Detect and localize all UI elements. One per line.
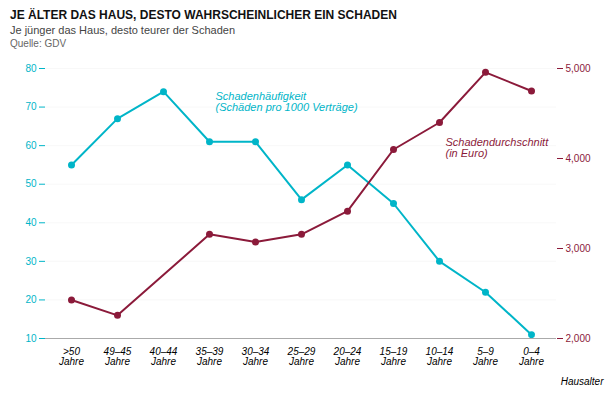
html-text:Quelle: GDV: Quelle: GDV xyxy=(10,38,67,49)
svg-text:3,000: 3,000 xyxy=(566,243,591,254)
svg-text:40: 40 xyxy=(25,217,37,228)
svg-text:4,000: 4,000 xyxy=(566,153,591,164)
svg-text:10–14Jahre: 10–14Jahre xyxy=(426,346,454,367)
html-text:JE ÄLTER DAS HAUS, DESTO WAHRS: JE ÄLTER DAS HAUS, DESTO WAHRSCHEINLICHE… xyxy=(10,8,397,22)
svg-text:30–34Jahre: 30–34Jahre xyxy=(242,346,270,367)
svg-text:60: 60 xyxy=(25,140,37,151)
svg-text:5–9Jahre: 5–9Jahre xyxy=(472,346,498,367)
svg-text:Schadenhäufigkeit(Schäden pro: Schadenhäufigkeit(Schäden pro 1000 Vertr… xyxy=(216,90,358,113)
svg-text:15–19Jahre: 15–19Jahre xyxy=(380,346,408,367)
svg-text:30: 30 xyxy=(25,256,37,267)
svg-text:Schadendurchschnitt(in Euro): Schadendurchschnitt(in Euro) xyxy=(446,136,550,159)
svg-text:Hausalter: Hausalter xyxy=(561,376,604,387)
svg-text:20: 20 xyxy=(25,294,37,305)
svg-text:>50Jahre: >50Jahre xyxy=(58,346,84,367)
svg-text:2,000: 2,000 xyxy=(566,333,591,344)
svg-text:50: 50 xyxy=(25,178,37,189)
html-text:Je jünger das Haus, desto teur: Je jünger das Haus, desto teurer der Sch… xyxy=(10,24,235,36)
svg-text:35–39Jahre: 35–39Jahre xyxy=(196,346,224,367)
svg-text:80: 80 xyxy=(25,63,37,74)
svg-text:10: 10 xyxy=(25,333,37,344)
svg-text:70: 70 xyxy=(25,101,37,112)
svg-text:5,000: 5,000 xyxy=(566,63,591,74)
svg-text:20–24Jahre: 20–24Jahre xyxy=(333,346,362,367)
svg-text:49–45Jahre: 49–45Jahre xyxy=(104,346,132,367)
svg-text:0–4Jahre: 0–4Jahre xyxy=(518,346,544,367)
svg-text:40–44Jahre: 40–44Jahre xyxy=(150,346,178,367)
svg-text:25–29Jahre: 25–29Jahre xyxy=(287,346,316,367)
